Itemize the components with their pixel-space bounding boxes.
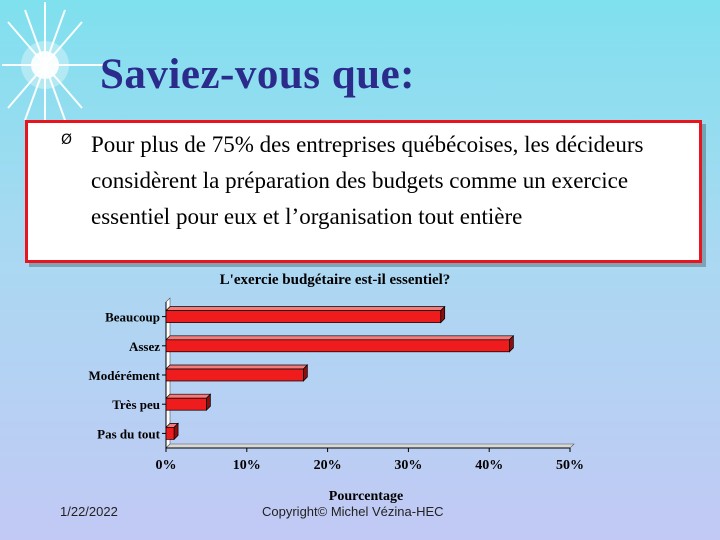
bar-top (165, 335, 515, 341)
bar (165, 368, 304, 382)
decorative-star-icon (2, 2, 105, 128)
bullet-arrow-icon: Ø (61, 132, 73, 148)
bar-top (165, 393, 212, 399)
bar (165, 310, 442, 323)
x-tick-label: 0% (156, 458, 177, 473)
x-tick-label: 30% (394, 458, 422, 473)
bar-top (165, 364, 309, 370)
highlight-box: Ø Pour plus de 75% des entreprises québé… (25, 120, 702, 263)
y-category-label: Assez (129, 339, 160, 354)
y-category-label: Très peu (112, 397, 160, 412)
footer-copyright: Copyright© Michel Vézina-HEC (262, 504, 444, 519)
bar (165, 427, 175, 440)
chart-floor (165, 443, 575, 449)
bar-top (165, 306, 446, 311)
x-tick-label: 40% (475, 458, 503, 473)
y-category-label: Pas du tout (97, 426, 161, 441)
y-category-label: Modérément (89, 368, 161, 383)
bar (165, 397, 207, 411)
x-tick-label: 10% (233, 458, 261, 473)
x-tick-label: 50% (556, 458, 584, 473)
footer-date: 1/22/2022 (60, 504, 118, 519)
x-tick-label: 20% (314, 458, 342, 473)
chart-title: L'exercie budgétaire est-il essentiel? (220, 272, 451, 288)
y-category-label: Beaucoup (105, 310, 160, 325)
bullet-text: Pour plus de 75% des entreprises québéco… (91, 132, 644, 229)
slide-title: Saviez-vous que: (100, 51, 415, 98)
bar (165, 339, 510, 353)
chart-x-axis-label: Pourcentage (329, 489, 403, 504)
